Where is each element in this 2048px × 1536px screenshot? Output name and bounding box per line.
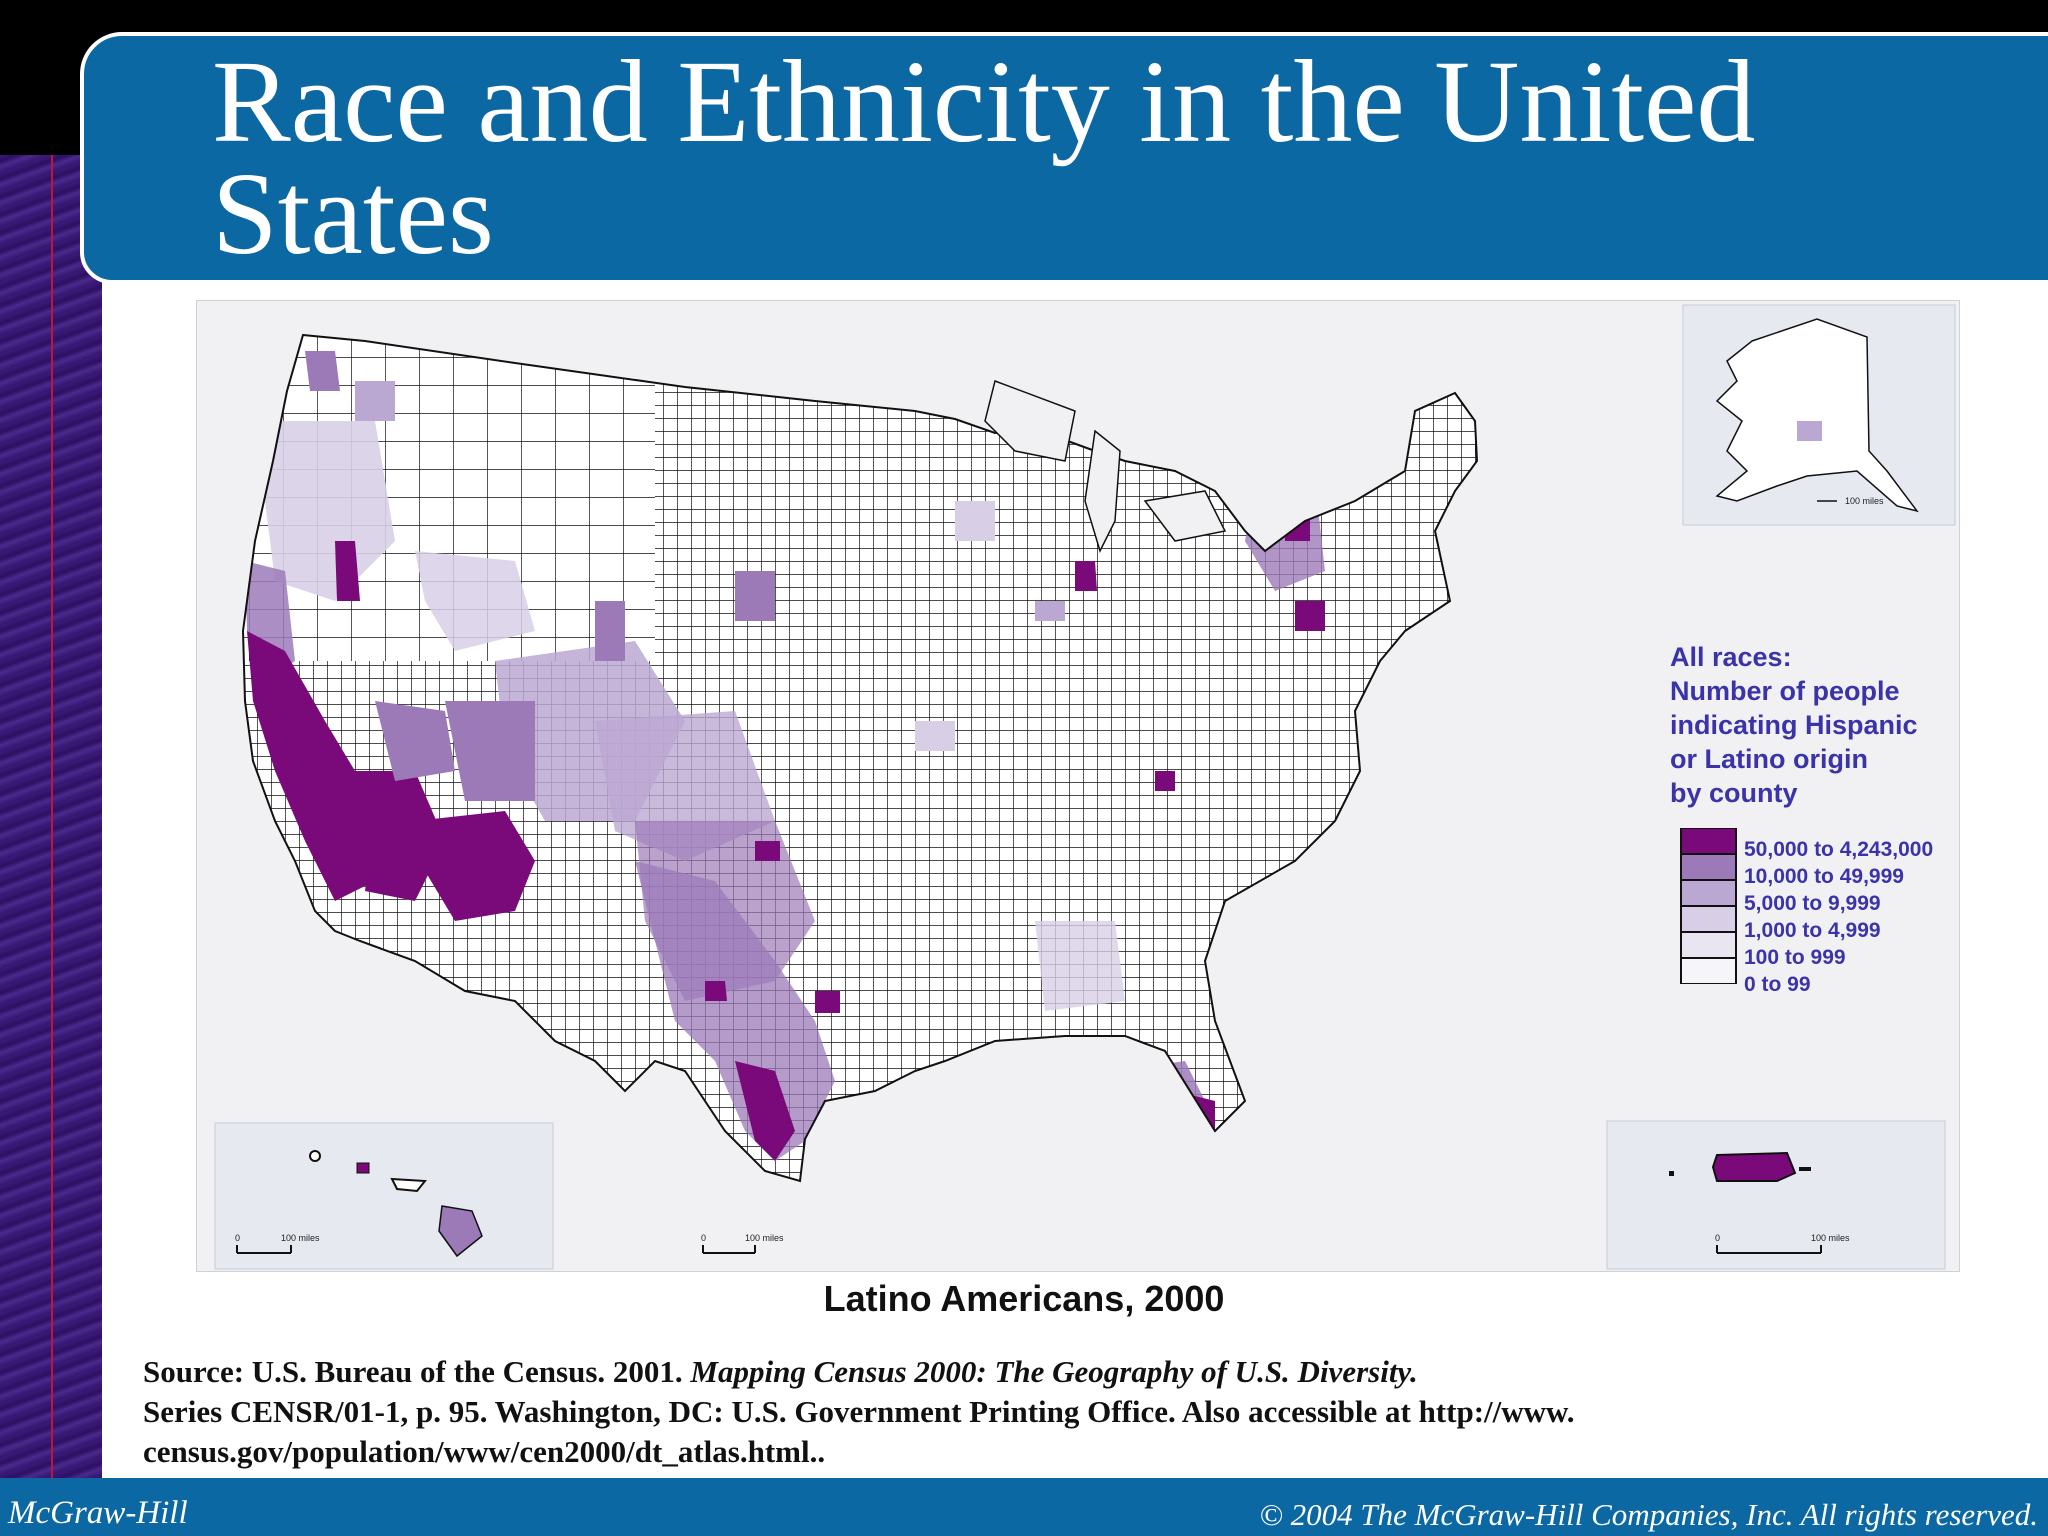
footer-publisher: McGraw-Hill bbox=[8, 1495, 188, 1531]
legend-title-line: Number of people bbox=[1670, 676, 1900, 706]
left-accent-line bbox=[51, 155, 53, 1485]
hawaii-scale-label: 100 miles bbox=[281, 1233, 320, 1243]
conus-scale-zero: 0 bbox=[701, 1233, 706, 1243]
map-caption: Latino Americans, 2000 bbox=[823, 1278, 1225, 1319]
legend-title-line: All races: bbox=[1670, 642, 1792, 672]
legend-label: 0 to 99 bbox=[1744, 973, 1811, 996]
legend-title: All races: Number of people indicating H… bbox=[1670, 640, 2010, 810]
title-banner: Race and Ethnicity in the United States bbox=[80, 32, 2048, 284]
legend-label: 1,000 to 4,999 bbox=[1744, 919, 1881, 942]
source-title: Mapping Census 2000: The Geography of U.… bbox=[690, 1354, 1418, 1389]
legend-swatch bbox=[1680, 906, 1737, 932]
footer-bar bbox=[0, 1478, 2048, 1536]
legend-swatch bbox=[1680, 880, 1737, 906]
legend-swatches bbox=[1680, 828, 1737, 984]
conus-scale-bar: 0 100 miles bbox=[701, 1233, 784, 1254]
conus-map bbox=[242, 334, 1478, 1182]
legend-title-line: or Latino origin bbox=[1670, 744, 1868, 774]
legend-label: 100 to 999 bbox=[1744, 946, 1846, 969]
footer-copyright: © 2004 The McGraw-Hill Companies, Inc. A… bbox=[1259, 1497, 2038, 1532]
legend-title-line: by county bbox=[1670, 778, 1798, 808]
map-frame: 100 miles 0 100 miles 0 100 miles bbox=[196, 300, 1960, 1272]
source-citation: Source: U.S. Bureau of the Census. 2001.… bbox=[143, 1352, 2003, 1472]
legend-swatch bbox=[1680, 932, 1737, 958]
puerto-rico-inset: 0 100 miles bbox=[1606, 1120, 1946, 1270]
puerto-rico-scale-label: 100 miles bbox=[1811, 1233, 1850, 1243]
legend-title-line: indicating Hispanic bbox=[1670, 710, 1918, 740]
alaska-inset: 100 miles bbox=[1682, 304, 1956, 526]
hawaii-inset: 0 100 miles bbox=[214, 1122, 554, 1270]
source-prefix: Source: U.S. Bureau of the Census. 2001. bbox=[143, 1354, 691, 1389]
legend-swatch bbox=[1680, 958, 1737, 984]
slide-title: Race and Ethnicity in the United States bbox=[212, 36, 1756, 279]
legend-label: 50,000 to 4,243,000 bbox=[1744, 838, 1934, 861]
source-line-2: Series CENSR/01-1, p. 95. Washington, DC… bbox=[143, 1394, 1575, 1429]
legend-swatch bbox=[1680, 854, 1737, 880]
conus-scale-label: 100 miles bbox=[745, 1233, 784, 1243]
choropleth-map: 100 miles 0 100 miles 0 100 miles bbox=[197, 301, 1959, 1271]
source-line-1: Source: U.S. Bureau of the Census. 2001.… bbox=[143, 1352, 2003, 1392]
hawaii-scale-zero: 0 bbox=[235, 1233, 240, 1243]
pr-scale-zero: 0 bbox=[1715, 1233, 1720, 1243]
legend-swatch bbox=[1680, 828, 1737, 854]
alaska-scale-label: 100 miles bbox=[1845, 496, 1884, 506]
source-line-3: census.gov/population/www/cen2000/dt_atl… bbox=[143, 1434, 826, 1469]
legend-label: 5,000 to 9,999 bbox=[1744, 892, 1881, 915]
legend-labels: 50,000 to 4,243,000 10,000 to 49,999 5,0… bbox=[1744, 836, 1933, 998]
legend-label: 10,000 to 49,999 bbox=[1744, 865, 1904, 888]
